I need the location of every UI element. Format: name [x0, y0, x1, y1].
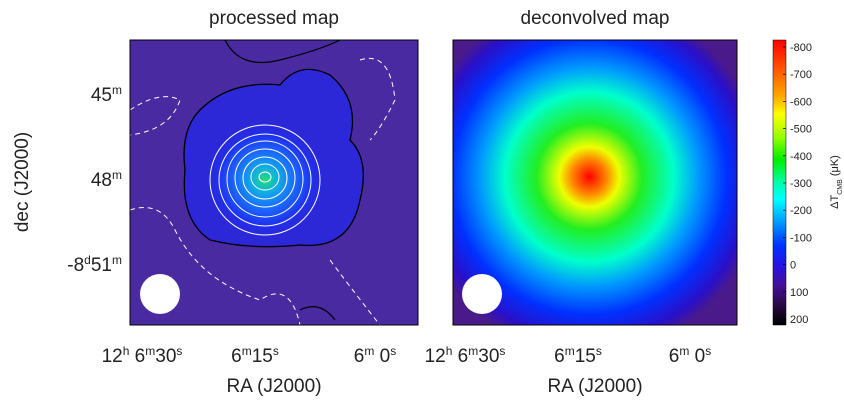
colorbar-tick-label: -500	[790, 124, 812, 136]
y-tick-label-part: 48	[91, 170, 112, 191]
x-tick-label-part: m	[145, 344, 155, 358]
x-tick-label-part: 6	[129, 346, 145, 367]
x-tick-label-part: 6	[669, 346, 680, 367]
x-tick-label-part: 12	[102, 346, 123, 367]
x-tick-label-part: 15	[575, 346, 596, 367]
x-tick-label-part: s	[390, 344, 396, 358]
panel-title: deconvolved map	[521, 8, 670, 29]
colorbar-tick-label: 200	[790, 314, 808, 326]
x-tick-label-part: 6	[231, 346, 242, 367]
x-tick-label: 12h 6m30s	[102, 344, 183, 367]
colorbar-tick-label: -700	[790, 69, 812, 81]
colorbar-label-part: (μK)	[829, 155, 841, 179]
colorbar-tick-label: -600	[790, 96, 812, 108]
x-tick-label: 12h 6m30s	[425, 344, 506, 367]
x-tick-label-part: s	[705, 344, 711, 358]
panel-title: processed map	[209, 8, 339, 29]
x-tick-label-part: 0	[374, 346, 390, 367]
x-tick-label: 6m 0s	[669, 344, 711, 367]
x-tick-label-part: 6	[354, 346, 365, 367]
x-tick-label-part: s	[273, 344, 279, 358]
colorbar-tick-label: -800	[790, 42, 812, 54]
x-tick-label-part: 6	[452, 346, 468, 367]
x-tick-label-part: m	[679, 344, 689, 358]
x-tick-label: 6m15s	[554, 344, 602, 367]
y-tick-label-part: m	[112, 253, 122, 267]
y-tick-label-part: 51	[91, 255, 112, 276]
y-tick-label-part: 45	[91, 85, 112, 106]
x-tick-label-part: 6	[554, 346, 565, 367]
processed-map	[130, 40, 418, 325]
x-tick-label-part: m	[565, 344, 575, 358]
colorbar-label: ΔTCMB (μK)	[829, 155, 844, 209]
x-tick-label-part: m	[468, 344, 478, 358]
y-tick-label-part: -8	[67, 255, 84, 276]
y-tick-label-part: m	[112, 168, 122, 182]
y-axis-label: dec (J2000)	[12, 132, 33, 232]
x-tick-label-part: m	[242, 344, 252, 358]
x-tick-label-part: s	[176, 344, 182, 358]
x-axis-label: RA (J2000)	[226, 376, 321, 397]
panel-frame	[452, 39, 738, 326]
x-tick-label-part: h	[123, 344, 130, 358]
x-tick-label-part: m	[364, 344, 374, 358]
colorbar-tick-label: -200	[790, 205, 812, 217]
x-tick-label-part: 30	[478, 346, 499, 367]
x-axis-label: RA (J2000)	[547, 376, 642, 397]
x-tick-label: 6m 0s	[354, 344, 396, 367]
x-tick-label-part: 0	[689, 346, 705, 367]
x-tick-label-part: s	[596, 344, 602, 358]
colorbar-tick-label: -400	[790, 151, 812, 163]
x-tick-label-part: 12	[425, 346, 446, 367]
x-tick-label-part: 15	[252, 346, 273, 367]
x-tick-label-part: 30	[155, 346, 176, 367]
colorbar-label-part: CMB	[837, 179, 844, 195]
x-tick-label: 6m15s	[231, 344, 279, 367]
colorbar	[772, 39, 787, 326]
deconvolved-map	[453, 40, 737, 325]
panel-frame	[129, 39, 419, 326]
colorbar-tick-label: -100	[790, 232, 812, 244]
y-tick-label-part: d	[84, 253, 91, 267]
colorbar-tick-label: -300	[790, 178, 812, 190]
y-tick-label-part: m	[112, 83, 122, 97]
colorbar-tick-label: 0	[790, 260, 796, 272]
y-tick-label: 45m	[91, 83, 122, 106]
x-tick-label-part: s	[499, 344, 505, 358]
y-tick-label: -8d51m	[67, 253, 122, 276]
x-tick-label-part: h	[446, 344, 453, 358]
colorbar-tick-label: 100	[790, 287, 808, 299]
colorbar-label-part: ΔT	[829, 195, 841, 209]
y-tick-label: 48m	[91, 168, 122, 191]
